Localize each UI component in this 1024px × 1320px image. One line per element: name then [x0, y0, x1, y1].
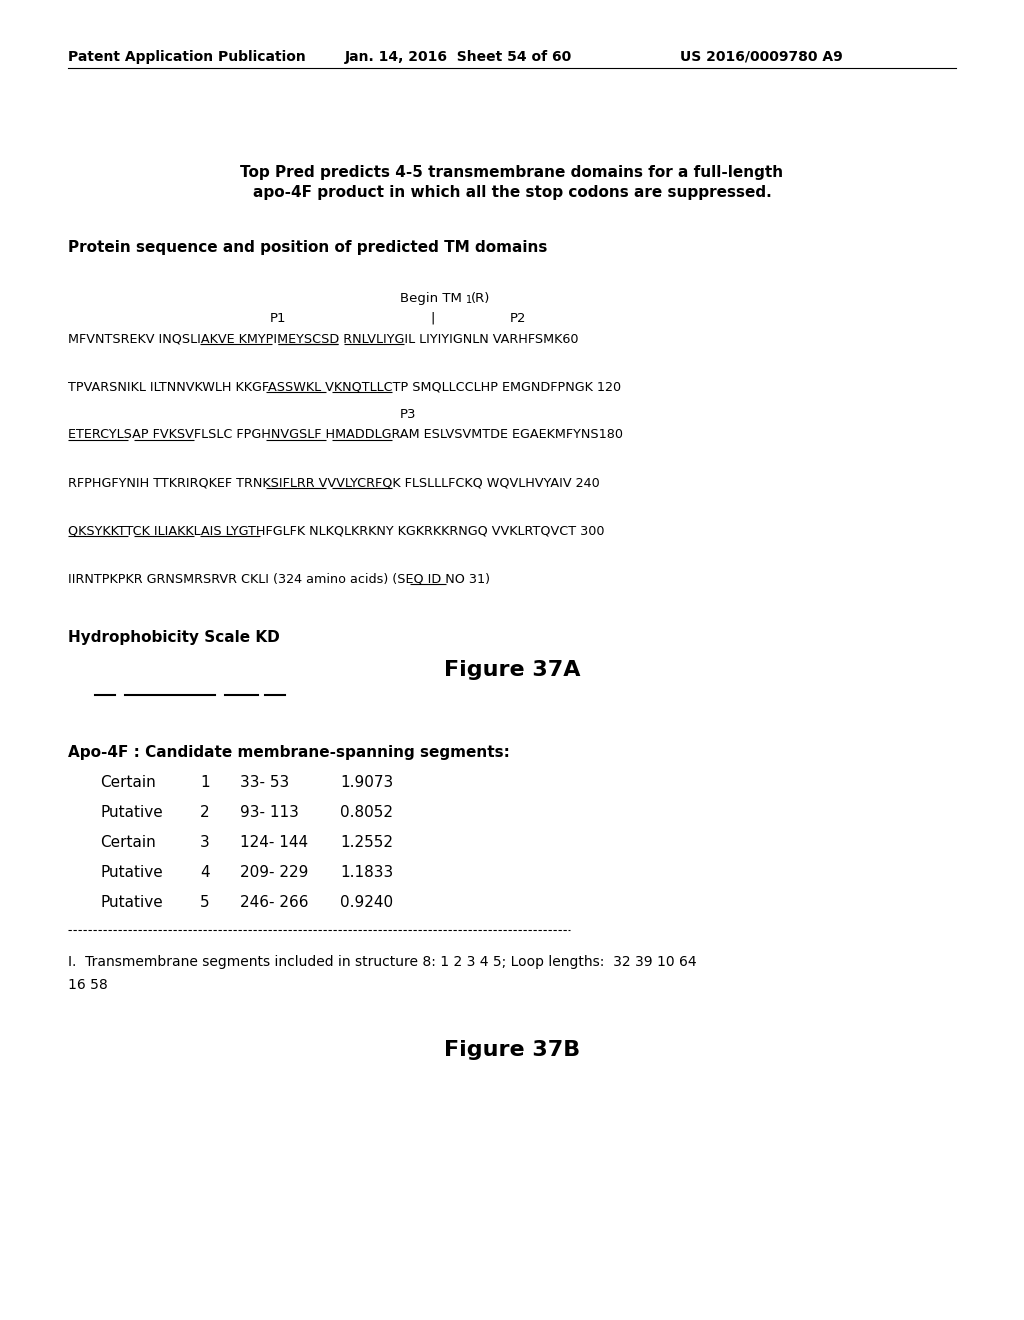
Text: IIRNTPKPKR GRNSMRSRVR CKLI (324 amino acids) (SEQ ID NO 31): IIRNTPKPKR GRNSMRSRVR CKLI (324 amino ac…: [68, 572, 490, 585]
Text: 1: 1: [466, 294, 472, 305]
Text: 4: 4: [200, 865, 210, 880]
Text: QKSYKKTTCK ILIAKKLAIS LYGTHFGLFK NLKQLKRKNY KGKRKKRNGQ VVKLRTQVCT 300: QKSYKKTTCK ILIAKKLAIS LYGTHFGLFK NLKQLKR…: [68, 524, 604, 537]
Text: Putative: Putative: [100, 805, 163, 820]
Text: 93- 113: 93- 113: [240, 805, 299, 820]
Text: ETERCYLSAP FVKSVFLSLC FPGHNVGSLF HMADDLGRAM ESLVSVMTDE EGAEKMFYNS180: ETERCYLSAP FVKSVFLSLC FPGHNVGSLF HMADDLG…: [68, 428, 623, 441]
Text: 5: 5: [200, 895, 210, 909]
Text: P2: P2: [510, 312, 526, 325]
Text: 124- 144: 124- 144: [240, 836, 308, 850]
Text: Figure 37A: Figure 37A: [443, 660, 581, 680]
Text: Putative: Putative: [100, 895, 163, 909]
Text: apo-4F product in which all the stop codons are suppressed.: apo-4F product in which all the stop cod…: [253, 185, 771, 201]
Text: Hydrophobicity Scale KD: Hydrophobicity Scale KD: [68, 630, 280, 645]
Text: RFPHGFYNIH TTKRIRQKEF TRNKSIFLRR VVVLYCRFQK FLSLLLFCKQ WQVLHVYAIV 240: RFPHGFYNIH TTKRIRQKEF TRNKSIFLRR VVVLYCR…: [68, 477, 600, 488]
Text: 246- 266: 246- 266: [240, 895, 308, 909]
Text: Figure 37B: Figure 37B: [443, 1040, 581, 1060]
Text: 1.9073: 1.9073: [340, 775, 393, 789]
Text: Begin TM: Begin TM: [400, 292, 462, 305]
Text: Protein sequence and position of predicted TM domains: Protein sequence and position of predict…: [68, 240, 548, 255]
Text: 1: 1: [200, 775, 210, 789]
Text: Certain: Certain: [100, 836, 156, 850]
Text: 0.8052: 0.8052: [340, 805, 393, 820]
Text: 2: 2: [200, 805, 210, 820]
Text: 3: 3: [200, 836, 210, 850]
Text: 209- 229: 209- 229: [240, 865, 308, 880]
Text: MFVNTSREKV INQSLIAKVE KMYPIMEYSCSD RNLVLIYGIL LIYIYIGNLN VARHFSMK60: MFVNTSREKV INQSLIAKVE KMYPIMEYSCSD RNLVL…: [68, 333, 579, 345]
Text: Patent Application Publication: Patent Application Publication: [68, 50, 306, 63]
Text: 16 58: 16 58: [68, 978, 108, 993]
Text: Apo-4F : Candidate membrane-spanning segments:: Apo-4F : Candidate membrane-spanning seg…: [68, 744, 510, 760]
Text: 33- 53: 33- 53: [240, 775, 289, 789]
Text: Putative: Putative: [100, 865, 163, 880]
Text: 1.1833: 1.1833: [340, 865, 393, 880]
Text: 1.2552: 1.2552: [340, 836, 393, 850]
Text: |: |: [430, 312, 434, 325]
Text: US 2016/0009780 A9: US 2016/0009780 A9: [680, 50, 843, 63]
Text: (R): (R): [471, 292, 490, 305]
Text: Certain: Certain: [100, 775, 156, 789]
Text: TPVARSNIKL ILTNNVKWLH KKGFASSWKL VKNQTLLCTP SMQLLCCLHP EMGNDFPNGK 120: TPVARSNIKL ILTNNVKWLH KKGFASSWKL VKNQTLL…: [68, 380, 622, 393]
Text: Top Pred predicts 4-5 transmembrane domains for a full-length: Top Pred predicts 4-5 transmembrane doma…: [241, 165, 783, 180]
Text: P1: P1: [270, 312, 287, 325]
Text: Jan. 14, 2016  Sheet 54 of 60: Jan. 14, 2016 Sheet 54 of 60: [345, 50, 572, 63]
Text: I.  Transmembrane segments included in structure 8: 1 2 3 4 5; Loop lengths:  32: I. Transmembrane segments included in st…: [68, 954, 696, 969]
Text: P3: P3: [400, 408, 417, 421]
Text: 0.9240: 0.9240: [340, 895, 393, 909]
